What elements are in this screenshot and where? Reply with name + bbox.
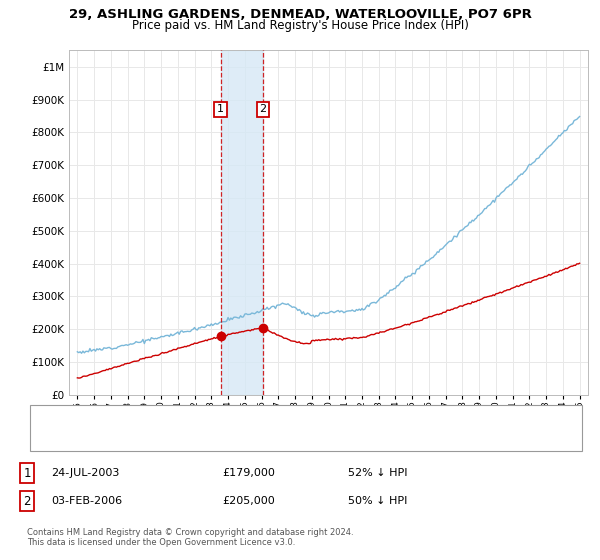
Text: HPI: Average price, detached house, Winchester: HPI: Average price, detached house, Winc… [90, 433, 326, 443]
Text: £179,000: £179,000 [222, 468, 275, 478]
Bar [221, 50, 263, 395]
Text: 1: 1 [23, 466, 31, 480]
Text: Contains HM Land Registry data © Crown copyright and database right 2024.
This d: Contains HM Land Registry data © Crown c… [27, 528, 353, 547]
Text: 50% ↓ HPI: 50% ↓ HPI [348, 496, 407, 506]
Text: 29, ASHLING GARDENS, DENMEAD, WATERLOOVILLE, PO7 6PR (detached house): 29, ASHLING GARDENS, DENMEAD, WATERLOOVI… [90, 414, 484, 424]
Text: 52% ↓ HPI: 52% ↓ HPI [348, 468, 407, 478]
Text: 2: 2 [259, 105, 266, 114]
Text: 24-JUL-2003: 24-JUL-2003 [51, 468, 119, 478]
Text: 03-FEB-2006: 03-FEB-2006 [51, 496, 122, 506]
Text: Price paid vs. HM Land Registry's House Price Index (HPI): Price paid vs. HM Land Registry's House … [131, 19, 469, 32]
Text: 2: 2 [23, 494, 31, 508]
Text: £205,000: £205,000 [222, 496, 275, 506]
Text: 29, ASHLING GARDENS, DENMEAD, WATERLOOVILLE, PO7 6PR: 29, ASHLING GARDENS, DENMEAD, WATERLOOVI… [68, 8, 532, 21]
Text: 1: 1 [217, 105, 224, 114]
